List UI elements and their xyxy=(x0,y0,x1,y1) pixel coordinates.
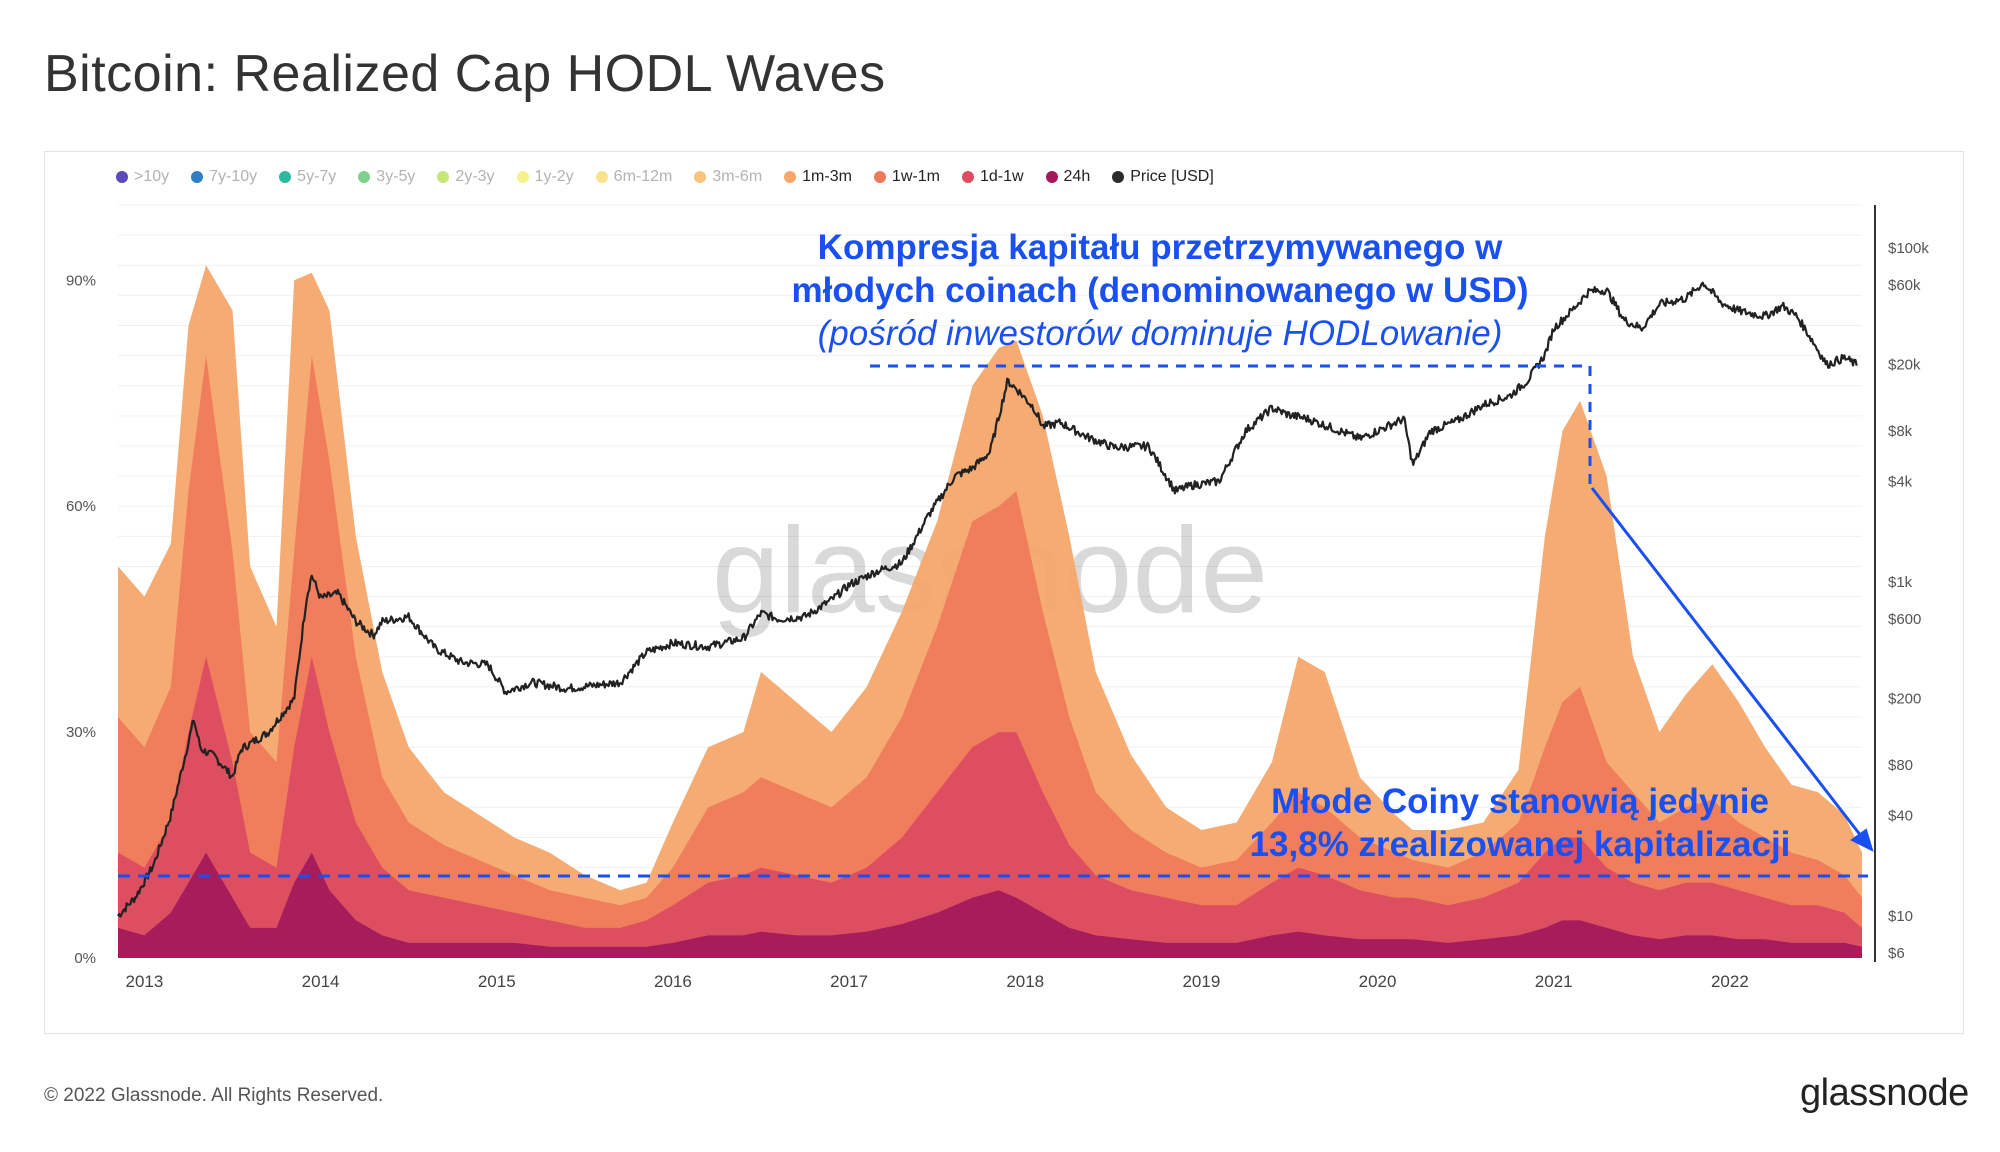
page-title: Bitcoin: Realized Cap HODL Waves xyxy=(44,45,886,103)
y-right-tick-label: $60k xyxy=(1888,277,1921,294)
x-tick-label: 2022 xyxy=(1711,972,1749,991)
annotation-compression: Kompresja kapitału przetrzymywanego w mł… xyxy=(790,226,1530,355)
annotation-young-coins-line2: 13,8% zrealizowanej kapitalizacji xyxy=(1249,825,1791,864)
annotation-compression-line2: młodych coinach (denominowanego w USD) xyxy=(791,271,1529,310)
legend-label: 1w-1m xyxy=(891,168,940,185)
copyright: © 2022 Glassnode. All Rights Reserved. xyxy=(44,1085,384,1106)
y-left-tick-label: 90% xyxy=(66,272,96,289)
legend: >10y 7y-10y 5y-7y 3y-5y 2y-3y 1y-2y 6m-12m 3m-6… xyxy=(116,168,1236,186)
legend-item-2[interactable]: 5y-7y xyxy=(279,168,336,186)
y-right-tick-label: $8k xyxy=(1888,423,1913,440)
annotation-young-coins: Młode Coiny stanowią jedynie 13,8% zreal… xyxy=(1220,780,1820,866)
legend-label: 24h xyxy=(1063,168,1091,185)
annotation-compression-line3: (pośród inwestorów dominuje HODLowanie) xyxy=(817,314,1503,353)
legend-label: 2y-3y xyxy=(455,168,495,185)
legend-dot-icon xyxy=(784,171,797,183)
legend-dot-icon xyxy=(516,171,529,183)
area-series-1d-1w xyxy=(118,656,1862,958)
legend-dot-icon xyxy=(191,171,204,183)
legend-label: Price [USD] xyxy=(1130,168,1214,185)
legend-label: 1y-2y xyxy=(534,168,574,185)
legend-item-9[interactable]: 1w-1m xyxy=(873,168,940,186)
x-tick-label: 2014 xyxy=(302,972,340,991)
annotation-young-coins-line1: Młode Coiny stanowią jedynie xyxy=(1271,782,1769,821)
y-right-tick-label: $200 xyxy=(1888,691,1921,708)
legend-label: 7y-10y xyxy=(209,168,258,185)
y-right-tick-label: $80 xyxy=(1888,757,1913,774)
legend-label: 5y-7y xyxy=(297,168,337,185)
legend-label: 1m-3m xyxy=(802,168,852,185)
legend-dot-icon xyxy=(694,171,707,183)
legend-dot-icon xyxy=(358,171,371,183)
legend-dot-icon xyxy=(437,171,450,183)
legend-dot-icon xyxy=(1045,171,1058,183)
legend-label: >10y xyxy=(134,168,170,185)
x-tick-label: 2013 xyxy=(126,972,164,991)
y-right-tick-label: $1k xyxy=(1888,574,1913,591)
annotation-compression-line1: Kompresja kapitału przetrzymywanego w xyxy=(817,228,1503,267)
brand-logo[interactable]: glassnode xyxy=(1800,1072,1969,1114)
legend-label: 6m-12m xyxy=(613,168,673,185)
y-right-tick-label: $100k xyxy=(1888,240,1929,257)
legend-dot-icon xyxy=(1112,171,1125,183)
y-right-tick-label: $4k xyxy=(1888,473,1913,490)
x-tick-label: 2018 xyxy=(1006,972,1044,991)
legend-label: 1d-1w xyxy=(979,168,1024,185)
legend-item-1[interactable]: 7y-10y xyxy=(191,168,257,186)
legend-item-5[interactable]: 1y-2y xyxy=(516,168,574,186)
legend-dot-icon xyxy=(279,171,292,183)
legend-item-4[interactable]: 2y-3y xyxy=(437,168,495,186)
legend-item-12[interactable]: Price [USD] xyxy=(1112,168,1214,186)
area-series-24h xyxy=(118,852,1862,958)
legend-dot-icon xyxy=(961,171,974,183)
legend-item-7[interactable]: 3m-6m xyxy=(694,168,762,186)
price-line xyxy=(117,281,1858,918)
legend-label: 3y-5y xyxy=(376,168,416,185)
x-tick-label: 2015 xyxy=(478,972,516,991)
chart-frame xyxy=(44,151,1964,1034)
x-tick-label: 2016 xyxy=(654,972,692,991)
legend-dot-icon xyxy=(595,171,608,183)
legend-item-6[interactable]: 6m-12m xyxy=(595,168,673,186)
arrow-line xyxy=(1590,487,1870,846)
y-right-tick-label: $20k xyxy=(1888,357,1921,374)
legend-dot-icon xyxy=(116,171,128,183)
y-left-tick-label: 60% xyxy=(66,498,96,515)
y-right-tick-label: $40 xyxy=(1888,807,1913,824)
area-series-1w-1m xyxy=(118,355,1862,959)
y-right-tick-label: $10 xyxy=(1888,908,1913,925)
legend-item-3[interactable]: 3y-5y xyxy=(358,168,415,186)
legend-label: 3m-6m xyxy=(712,168,763,185)
legend-dot-icon xyxy=(873,171,886,183)
legend-item-10[interactable]: 1d-1w xyxy=(961,168,1024,186)
y-left-tick-label: 30% xyxy=(66,724,96,741)
x-tick-label: 2020 xyxy=(1359,972,1397,991)
legend-item-0[interactable]: >10y xyxy=(116,168,169,186)
y-right-tick-label: $600 xyxy=(1888,611,1921,628)
x-tick-label: 2021 xyxy=(1535,972,1573,991)
y-left-tick-label: 0% xyxy=(74,950,96,967)
y-right-tick-label: $6 xyxy=(1888,945,1905,962)
arrow-head-icon xyxy=(1850,828,1874,852)
x-tick-label: 2017 xyxy=(830,972,868,991)
legend-item-8[interactable]: 1m-3m xyxy=(784,168,852,186)
x-tick-label: 2019 xyxy=(1182,972,1220,991)
legend-item-11[interactable]: 24h xyxy=(1045,168,1091,186)
